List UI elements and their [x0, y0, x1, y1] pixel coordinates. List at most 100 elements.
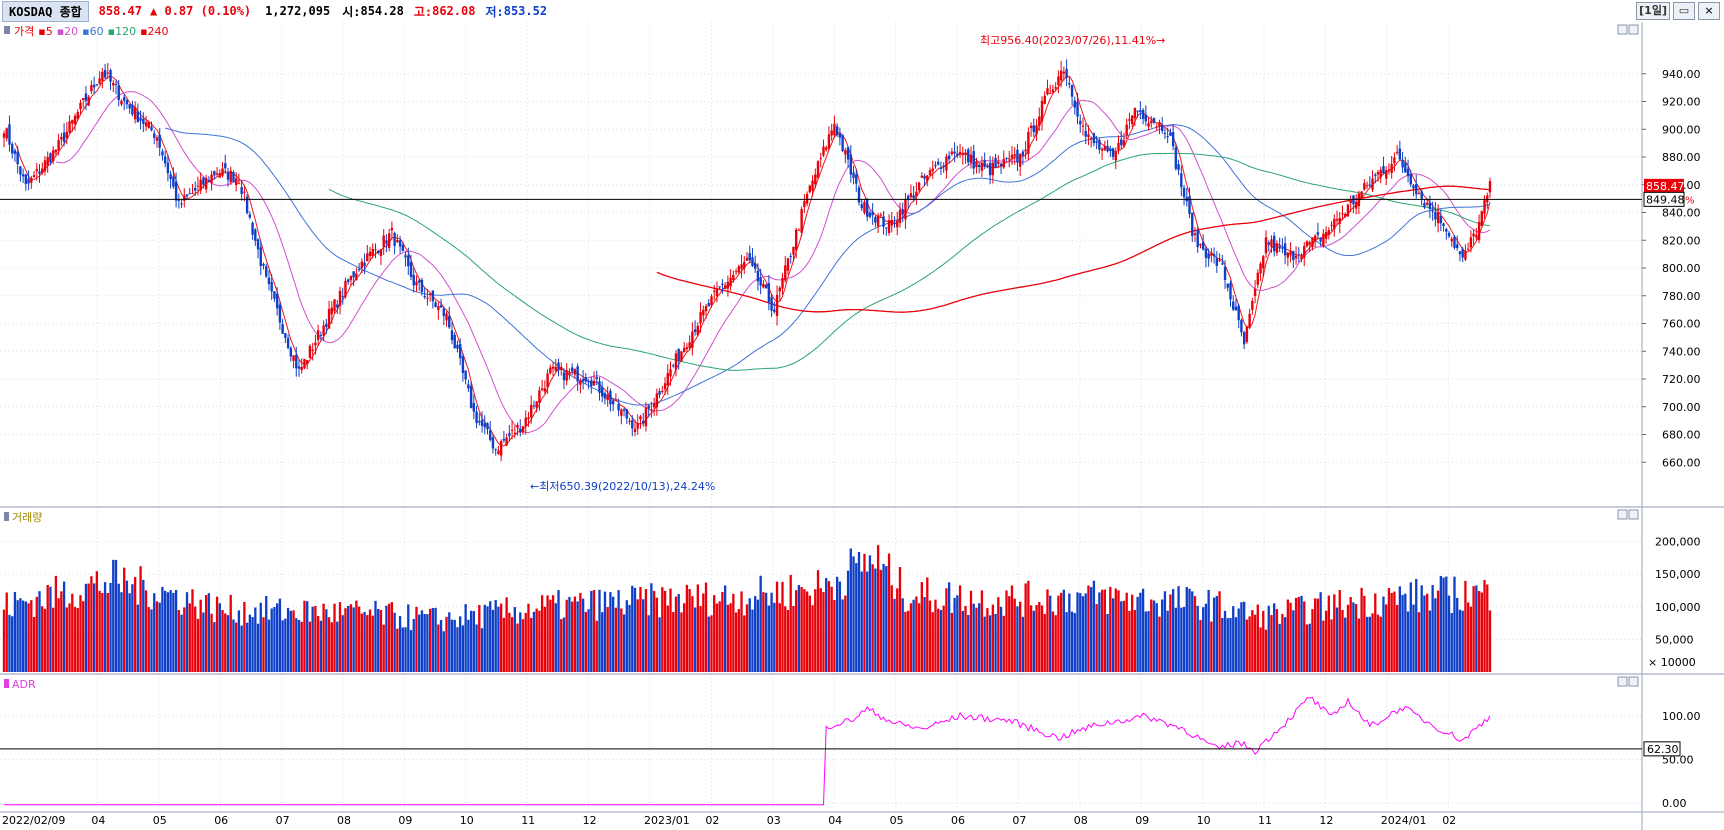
candle-body: [1122, 140, 1126, 147]
volume-bar: [702, 593, 705, 672]
candle-body: [1089, 137, 1093, 140]
adr-panel-close-icon[interactable]: [1628, 676, 1639, 687]
close-icon[interactable]: ×: [1698, 2, 1720, 20]
volume-bar: [1079, 593, 1082, 672]
volume-bar: [622, 614, 626, 672]
candle-body: [830, 130, 833, 136]
candle-body: [1092, 133, 1096, 144]
volume-bar: [1395, 605, 1399, 672]
candle-body: [885, 227, 888, 229]
candle-body: [439, 305, 443, 308]
candle-body: [1464, 250, 1467, 260]
candle-body: [912, 195, 915, 199]
date-tick-label: 02: [705, 814, 719, 827]
date-tick-label: 04: [828, 814, 842, 827]
volume-bar: [1054, 615, 1057, 672]
volume-bar: [385, 605, 388, 672]
candle-body: [106, 72, 110, 74]
volume-bar: [1226, 618, 1229, 672]
volume-panel-close-icon[interactable]: [1628, 509, 1639, 520]
candle-body: [1068, 83, 1071, 85]
volume-bar: [729, 603, 732, 672]
volume-bar: [164, 590, 167, 672]
volume-bar: [882, 563, 885, 672]
candle-body: [838, 133, 842, 138]
candle-body: [595, 377, 598, 380]
candle-body: [262, 263, 265, 266]
candle-body: [363, 262, 366, 267]
volume-bar: [404, 627, 407, 672]
candle-body: [718, 286, 721, 288]
volume-bar: [300, 621, 303, 672]
date-tick-label: 2023/01: [644, 814, 690, 827]
restore-icon[interactable]: ▭: [1673, 2, 1695, 20]
volume-bar: [581, 598, 585, 672]
volume-bar: [642, 599, 645, 672]
candle-body: [950, 151, 954, 155]
volume-bar: [786, 609, 790, 672]
price-tick-label: 820.00: [1662, 234, 1701, 247]
panel-close-icon[interactable]: [1628, 24, 1639, 35]
volume-unit-label: × 10000: [1648, 656, 1696, 669]
candle-body: [1073, 100, 1076, 108]
volume-bar: [893, 598, 896, 672]
volume-bar: [595, 620, 598, 672]
candle-body: [65, 131, 69, 139]
volume-bar: [1202, 607, 1205, 672]
candle-body: [1395, 151, 1399, 153]
adr-panel-maximize-icon[interactable]: [1617, 676, 1628, 687]
candle-body: [1376, 172, 1380, 175]
candle-body: [464, 370, 467, 380]
volume-bar: [281, 620, 284, 672]
candle-body: [158, 134, 161, 148]
volume-bar: [79, 595, 82, 672]
volume-bar: [620, 608, 623, 672]
symbol-name[interactable]: KOSDAQ 종합: [2, 0, 89, 22]
candle-body: [1417, 192, 1421, 194]
volume-bar: [770, 592, 773, 672]
candle-body: [387, 233, 391, 248]
volume-bar: [333, 603, 336, 672]
candle-body: [196, 185, 200, 187]
volume-bar: [21, 600, 25, 672]
candle-body: [1210, 253, 1213, 256]
volume-bar: [1013, 598, 1016, 672]
period-button[interactable]: [1일]: [1636, 2, 1670, 20]
volume-bar: [24, 601, 28, 672]
volume-bar: [349, 604, 353, 672]
volume-bar: [426, 614, 429, 672]
volume-bar: [338, 602, 342, 672]
volume-bar: [1447, 595, 1451, 672]
adr-tick-label: 0.00: [1662, 797, 1687, 810]
candle-body: [327, 309, 331, 329]
volume-bar: [469, 610, 473, 672]
volume-bar: [273, 607, 276, 672]
candle-body: [871, 211, 874, 216]
volume-bar: [314, 605, 317, 672]
candle-body: [442, 308, 445, 316]
volume-bar: [32, 617, 36, 672]
adr-line: [4, 696, 1491, 806]
panel-maximize-icon[interactable]: [1617, 24, 1628, 35]
volume-bar: [617, 590, 620, 672]
candle-body: [289, 347, 293, 357]
kosdaq-chart[interactable]: 가격 ▪5 ▪20 ▪60 ▪120 ▪240 660.00 680.00 700.00 720…: [0, 22, 1724, 830]
volume-tick-label: 200,000: [1655, 536, 1701, 549]
volume-bar: [1327, 595, 1330, 672]
volume-panel-maximize-icon[interactable]: [1617, 509, 1628, 520]
adr-y-axis: 0.00 50.00 100.00: [0, 710, 1701, 810]
date-tick-label: 02: [1442, 814, 1456, 827]
volume-bar: [1466, 602, 1470, 672]
volume-bar: [82, 601, 85, 672]
candle-body: [38, 171, 41, 174]
candle-body: [1059, 70, 1063, 81]
volume-bar: [188, 603, 191, 672]
candle-body: [1180, 173, 1183, 188]
candle-body: [207, 179, 211, 182]
volume-bar: [1155, 603, 1158, 672]
candle-body: [382, 235, 385, 247]
candle-body: [497, 450, 500, 454]
volume-bar: [303, 600, 306, 672]
candle-body: [46, 157, 49, 166]
volume-bar: [347, 605, 350, 672]
